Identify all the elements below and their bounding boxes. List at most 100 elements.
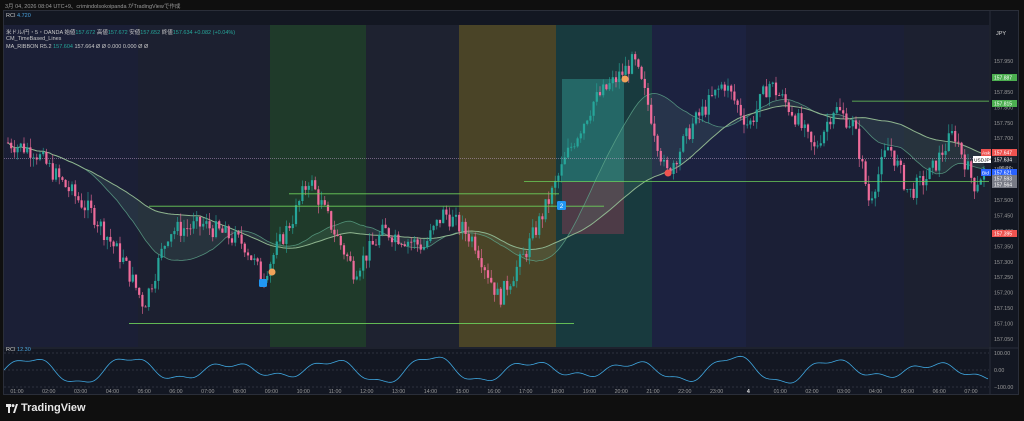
candle[interactable] bbox=[861, 158, 864, 162]
candle[interactable] bbox=[829, 121, 832, 125]
candle[interactable] bbox=[794, 115, 797, 125]
candle[interactable] bbox=[54, 168, 58, 180]
candle[interactable] bbox=[726, 85, 730, 91]
candle[interactable] bbox=[333, 229, 336, 235]
candle[interactable] bbox=[438, 219, 442, 224]
candle[interactable] bbox=[573, 146, 576, 148]
candle[interactable] bbox=[880, 156, 883, 175]
candle[interactable] bbox=[38, 154, 42, 160]
candle[interactable] bbox=[938, 152, 941, 171]
candle[interactable] bbox=[784, 94, 787, 103]
candle[interactable] bbox=[685, 128, 688, 137]
candle[interactable] bbox=[403, 244, 406, 247]
candle[interactable] bbox=[211, 228, 214, 238]
candle[interactable] bbox=[854, 120, 858, 129]
candle[interactable] bbox=[915, 177, 918, 198]
candle[interactable] bbox=[106, 236, 109, 241]
candle[interactable] bbox=[755, 109, 758, 122]
candle[interactable] bbox=[310, 180, 314, 186]
candle[interactable] bbox=[659, 150, 662, 162]
candle[interactable] bbox=[810, 131, 813, 143]
candle[interactable] bbox=[163, 245, 166, 249]
candle[interactable] bbox=[282, 234, 285, 244]
candle[interactable] bbox=[288, 225, 291, 229]
candle[interactable] bbox=[32, 157, 35, 159]
candle[interactable] bbox=[736, 100, 739, 105]
candle[interactable] bbox=[141, 294, 144, 307]
candle[interactable] bbox=[874, 191, 877, 199]
candle[interactable] bbox=[512, 281, 515, 287]
candle[interactable] bbox=[166, 241, 170, 246]
candle[interactable] bbox=[502, 280, 506, 305]
candle[interactable] bbox=[842, 110, 845, 114]
candle[interactable] bbox=[624, 65, 627, 75]
candle[interactable] bbox=[544, 199, 547, 220]
candle[interactable] bbox=[237, 231, 240, 235]
candle[interactable] bbox=[227, 226, 230, 239]
candle[interactable] bbox=[131, 274, 134, 282]
candle[interactable] bbox=[506, 280, 509, 290]
tradingview-brand[interactable]: TradingView bbox=[6, 400, 86, 416]
candle[interactable] bbox=[202, 223, 205, 227]
candle[interactable] bbox=[781, 94, 784, 96]
signal-dot[interactable] bbox=[268, 268, 276, 276]
candle[interactable] bbox=[608, 83, 611, 90]
candle[interactable] bbox=[768, 83, 771, 98]
candle[interactable] bbox=[422, 247, 426, 250]
candle[interactable] bbox=[627, 65, 630, 74]
candle[interactable] bbox=[950, 131, 954, 134]
candle[interactable] bbox=[957, 141, 960, 143]
candle[interactable] bbox=[138, 287, 141, 295]
candle[interactable] bbox=[448, 214, 451, 227]
candle[interactable] bbox=[147, 288, 150, 308]
candle[interactable] bbox=[374, 244, 378, 246]
candle[interactable] bbox=[352, 260, 355, 280]
candle[interactable] bbox=[397, 234, 400, 245]
candle[interactable] bbox=[832, 112, 835, 125]
candle[interactable] bbox=[720, 84, 723, 89]
candle[interactable] bbox=[490, 277, 493, 283]
candle[interactable] bbox=[134, 274, 138, 288]
candle[interactable] bbox=[10, 142, 13, 149]
candle[interactable] bbox=[682, 136, 685, 152]
price-chart[interactable]: 2157.950157.900157.850157.800157.750157.… bbox=[4, 11, 1018, 394]
candle[interactable] bbox=[771, 82, 774, 84]
candle[interactable] bbox=[637, 59, 640, 67]
candle[interactable] bbox=[931, 160, 934, 168]
candle[interactable] bbox=[963, 154, 966, 170]
candle[interactable] bbox=[528, 238, 531, 258]
indicator-name-timebased[interactable]: CM_TimeBased_Lines bbox=[6, 36, 62, 42]
candle[interactable] bbox=[662, 159, 666, 162]
candle[interactable] bbox=[442, 209, 445, 224]
candle[interactable] bbox=[179, 221, 182, 236]
candle[interactable] bbox=[493, 282, 496, 295]
candle[interactable] bbox=[634, 54, 637, 60]
candle[interactable] bbox=[666, 159, 669, 169]
candle[interactable] bbox=[618, 71, 621, 83]
candle[interactable] bbox=[707, 94, 710, 115]
candle[interactable] bbox=[394, 234, 397, 243]
candle[interactable] bbox=[125, 257, 128, 261]
candle[interactable] bbox=[186, 228, 189, 230]
candle[interactable] bbox=[342, 245, 346, 255]
candle[interactable] bbox=[323, 200, 326, 205]
candle[interactable] bbox=[611, 77, 614, 84]
candle[interactable] bbox=[74, 184, 77, 197]
candle[interactable] bbox=[157, 257, 160, 281]
candle[interactable] bbox=[650, 104, 653, 124]
candle[interactable] bbox=[947, 133, 950, 152]
loss-zone[interactable] bbox=[562, 182, 624, 234]
candle[interactable] bbox=[48, 163, 51, 164]
candle[interactable] bbox=[749, 120, 752, 125]
candle[interactable] bbox=[224, 226, 227, 233]
candle[interactable] bbox=[368, 240, 371, 261]
candle[interactable] bbox=[960, 142, 963, 155]
candle[interactable] bbox=[26, 147, 29, 153]
candle[interactable] bbox=[214, 221, 218, 238]
candle[interactable] bbox=[320, 200, 323, 205]
candle[interactable] bbox=[906, 189, 909, 190]
candle[interactable] bbox=[259, 261, 262, 281]
candle[interactable] bbox=[429, 230, 432, 241]
candle[interactable] bbox=[723, 84, 726, 91]
candle[interactable] bbox=[387, 228, 390, 238]
